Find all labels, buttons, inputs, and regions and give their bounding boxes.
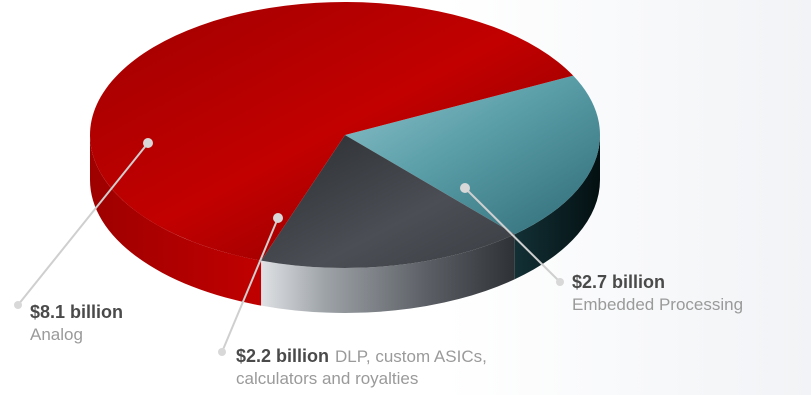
slice-text-analog: Analog xyxy=(30,325,83,344)
pie-side-embedded-processing xyxy=(514,135,600,280)
pie-slice-analog xyxy=(90,2,574,261)
pie-slice-dlp-asic xyxy=(261,135,515,269)
leader-line-dlp-asic xyxy=(221,217,279,353)
slice-text-embedded-processing: Embedded Processing xyxy=(572,295,743,314)
slice-text-dlp-asic: DLP, custom ASICs, xyxy=(335,347,487,366)
pie-side-analog xyxy=(90,135,262,306)
leader-dot-dlp-asic xyxy=(218,348,226,356)
leader-line-analog xyxy=(17,142,149,306)
leader-dot-embedded-processing xyxy=(556,278,564,286)
leader-dot-dlp-asic xyxy=(273,213,283,223)
slice-value-dlp-asic: $2.2 billion xyxy=(236,346,329,366)
data-label-embedded-processing: $2.7 billion Embedded Processing xyxy=(572,272,743,314)
pie-side-dlp-asic xyxy=(261,234,515,314)
slice-text-dlp-asic: calculators and royalties xyxy=(236,369,418,388)
data-label-analog: $8.1 billion Analog xyxy=(30,302,123,344)
slice-value-analog: $8.1 billion xyxy=(30,302,123,322)
data-label-dlp-asic: $2.2 billion DLP, custom ASICs, calculator… xyxy=(236,346,487,388)
leader-line-embedded-processing xyxy=(464,187,561,283)
pie-slice-embedded-processing xyxy=(345,75,600,235)
leader-dot-analog xyxy=(14,301,22,309)
slice-value-embedded-processing: $2.7 billion xyxy=(572,272,665,292)
leader-dot-analog xyxy=(143,138,153,148)
leader-dot-embedded-processing xyxy=(460,183,470,193)
